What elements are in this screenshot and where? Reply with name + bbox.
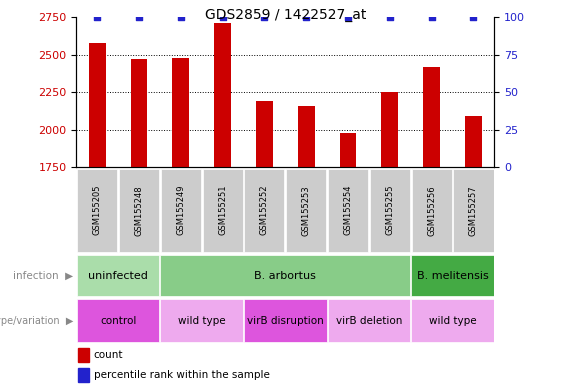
Text: GSM155255: GSM155255 [385,185,394,235]
Bar [79,348,89,362]
Point [344,14,353,20]
Text: GSM155254: GSM155254 [344,185,353,235]
Text: infection  ▶: infection ▶ [14,270,73,281]
Point [260,14,269,20]
Text: virB deletion: virB deletion [336,316,402,326]
Bar [328,169,368,252]
Bar [465,116,482,167]
Bar [328,300,410,342]
Bar [411,300,494,342]
Bar [77,255,159,296]
Point [302,14,311,20]
Text: GSM155257: GSM155257 [469,185,478,235]
Text: genotype/variation  ▶: genotype/variation ▶ [0,316,73,326]
Bar [411,169,452,252]
Text: uninfected: uninfected [88,270,148,281]
Bar [160,169,201,252]
Text: wild type: wild type [178,316,225,326]
Text: GSM155252: GSM155252 [260,185,269,235]
Bar [244,169,285,252]
Text: count: count [94,350,123,360]
Bar [89,43,106,167]
Bar [423,67,440,167]
Text: B. melitensis: B. melitensis [417,270,488,281]
Bar [160,255,410,296]
Point [134,14,144,20]
Text: B. arbortus: B. arbortus [254,270,316,281]
Bar [202,169,243,252]
Bar [286,169,327,252]
Text: GSM155205: GSM155205 [93,185,102,235]
Point [93,14,102,20]
Text: GSM155253: GSM155253 [302,185,311,235]
Text: GSM155248: GSM155248 [134,185,144,235]
Text: GSM155249: GSM155249 [176,185,185,235]
Bar [77,169,118,252]
Bar [244,300,327,342]
Text: GDS2859 / 1422527_at: GDS2859 / 1422527_at [205,8,366,22]
Bar [160,300,243,342]
Bar [370,169,410,252]
Bar [298,106,315,167]
Bar [79,368,89,382]
Bar [131,59,147,167]
Bar [381,92,398,167]
Bar [411,255,494,296]
Bar [340,133,357,167]
Text: virB disruption: virB disruption [247,316,324,326]
Bar [256,101,273,167]
Bar [77,300,159,342]
Bar [119,169,159,252]
Point [427,14,436,20]
Text: percentile rank within the sample: percentile rank within the sample [94,370,270,380]
Point [176,14,185,20]
Text: GSM155251: GSM155251 [218,185,227,235]
Text: control: control [100,316,136,326]
Point [469,14,478,20]
Text: GSM155256: GSM155256 [427,185,436,235]
Bar [214,23,231,167]
Bar [453,169,494,252]
Point [385,14,394,20]
Bar [172,58,189,167]
Text: wild type: wild type [429,316,476,326]
Point [218,14,227,20]
